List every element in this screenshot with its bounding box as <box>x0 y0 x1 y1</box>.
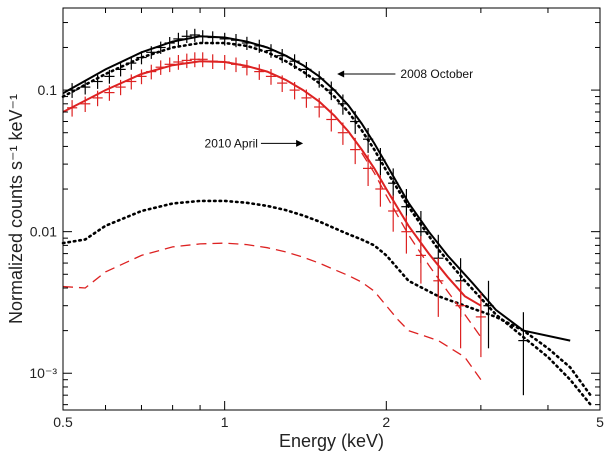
model-line <box>361 152 482 338</box>
model-line <box>62 242 482 381</box>
series-1 <box>62 35 571 342</box>
x-tick-label: 0.5 <box>53 414 73 430</box>
model-line <box>61 41 592 406</box>
tick-label-layer: 0.5 1 2 5 0.1 0.01 10⁻³ <box>29 82 604 430</box>
y-tick-label: 0.1 <box>38 82 58 98</box>
annotation-label: 2010 April <box>205 136 258 150</box>
series-5 <box>62 60 482 307</box>
annotation-layer: 2008 October 2010 April <box>205 67 474 150</box>
series-0 <box>67 28 529 396</box>
series-layer <box>61 28 592 406</box>
series-2 <box>61 41 592 406</box>
model-line <box>62 35 571 342</box>
arrow-head-icon <box>296 139 304 147</box>
y-tick-label: 0.01 <box>30 224 57 240</box>
model-line <box>61 199 592 397</box>
tick-layer <box>62 8 601 410</box>
series-6 <box>62 242 482 381</box>
arrow-head-icon <box>337 70 345 78</box>
x-tick-label: 5 <box>596 414 604 430</box>
y-axis-title: Normalized counts s⁻¹ keV⁻¹ <box>6 94 26 324</box>
series-7 <box>361 152 482 338</box>
model-line <box>62 60 482 307</box>
plot-frame <box>62 7 601 411</box>
series-3 <box>61 199 592 397</box>
series-4 <box>67 52 486 358</box>
x-axis-title: Energy (keV) <box>279 431 384 451</box>
x-tick-label: 1 <box>221 414 229 430</box>
x-tick-label: 2 <box>382 414 390 430</box>
annotation-label: 2008 October <box>400 67 473 81</box>
y-tick-label: 10⁻³ <box>29 365 57 381</box>
